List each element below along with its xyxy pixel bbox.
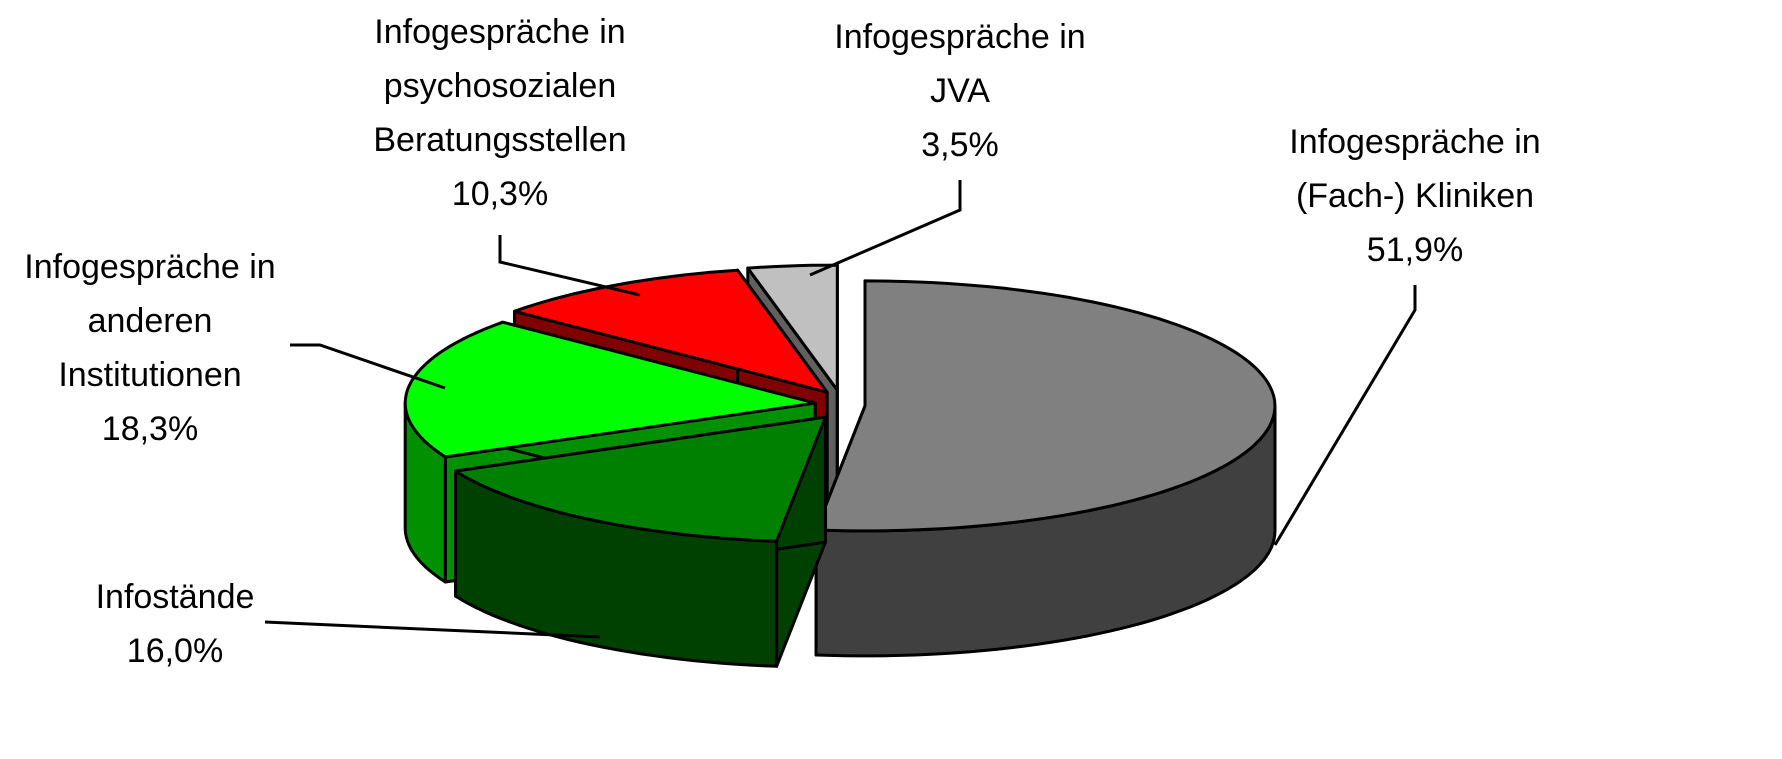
slice-label: Infogespräche in (Fach-) Kliniken 51,9% [1265, 115, 1565, 277]
slice-label: Infogespräche in psychosozialen Beratung… [350, 5, 650, 221]
value-label: 10,3% [451, 175, 549, 213]
leader-line [1273, 285, 1417, 546]
category-label: Infogespräche in JVA [834, 18, 1086, 110]
value-label: 18,3% [101, 410, 199, 448]
pie-slice [814, 279, 1277, 658]
leader-line [809, 180, 962, 277]
leader-line [264, 620, 601, 639]
slice-label: Infogespräche in anderen Institutionen 18… [0, 240, 300, 456]
value-label: 51,9% [1366, 231, 1464, 269]
slice-top [403, 320, 817, 459]
category-label: Infogespräche in (Fach-) Kliniken [1289, 123, 1541, 215]
value-label: 3,5% [921, 126, 999, 164]
value-label: 16,0% [126, 632, 224, 670]
slice-label: Infostände 16,0% [25, 570, 325, 678]
slice-top [513, 268, 829, 394]
category-label: Infostände [95, 578, 255, 616]
slice-top [454, 415, 827, 543]
slice-label: Infogespräche in JVA 3,5% [810, 10, 1110, 172]
category-label: Infogespräche in psychosozialen Beratung… [373, 13, 627, 159]
pie-slice [454, 415, 827, 668]
category-label: Infogespräche in anderen Institutionen [24, 248, 276, 394]
leader-line [498, 235, 641, 297]
leader-line [290, 343, 446, 390]
slice-top [814, 279, 1277, 533]
